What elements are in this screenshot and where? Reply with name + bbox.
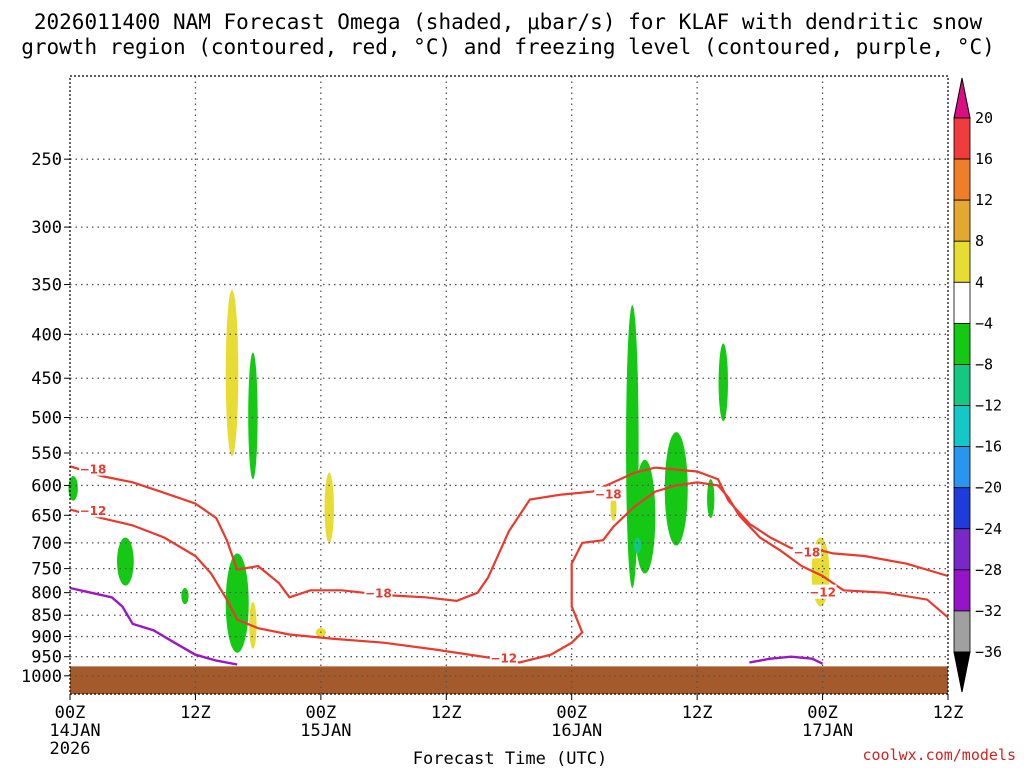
y-tick-label-750: 750 (31, 560, 62, 580)
contour-label-bg-3 (594, 486, 623, 501)
y-tick-label-1000: 1000 (21, 667, 62, 687)
x-tick-date-4: 16JAN (551, 721, 602, 741)
contour-label-bg-0 (78, 461, 107, 476)
contour-label-2: −18 (365, 587, 392, 601)
omega-area-13 (718, 343, 728, 422)
colorbar-segment-6 (953, 364, 971, 406)
contour-label-4: −12 (490, 652, 517, 666)
colorbar-top-arrow (953, 77, 971, 119)
colorbar-label-10: −24 (975, 520, 1002, 538)
colorbar-segment-3 (953, 240, 971, 283)
x-tick-label-7: 12Z (933, 703, 964, 723)
omega-area-4 (181, 587, 189, 605)
omega-area-10 (634, 459, 656, 574)
colorbar-segment-12 (953, 610, 971, 653)
credit-text: coolwx.com/models (862, 746, 1016, 764)
x-tick-label-5: 12Z (682, 703, 713, 723)
colorbar-segment-0 (953, 117, 971, 160)
omega-area-11 (633, 537, 642, 554)
omega-area-5 (225, 553, 249, 653)
contour-label-bg-5 (792, 544, 821, 559)
colorbar-label-5: −4 (975, 314, 993, 332)
omega-area-3 (117, 537, 134, 586)
colorbar-label-2: 12 (975, 191, 993, 209)
colorbar-segment-11 (953, 569, 971, 612)
x-axis-label: Forecast Time (UTC) (413, 749, 607, 768)
y-tick-label-350: 350 (31, 276, 62, 296)
omega-area-14 (707, 479, 715, 519)
y-tick-label-700: 700 (31, 534, 62, 554)
contour-label-6: −12 (809, 586, 836, 600)
y-tick-label-650: 650 (31, 506, 62, 526)
contour-label-bg-1 (78, 503, 107, 518)
colorbar-segment-2 (953, 199, 971, 242)
colorbar-label-11: −28 (975, 561, 1002, 579)
x-tick-date-6: 17JAN (802, 721, 853, 741)
colorbar-label-7: −12 (975, 397, 1002, 415)
contour-label-0: −18 (80, 463, 107, 477)
y-tick-label-950: 950 (31, 648, 62, 668)
chart-title-line-1: 2026011400 NAM Forecast Omega (shaded, μ… (34, 10, 983, 34)
colorbar-segment-4 (953, 281, 971, 324)
colorbar: 20 16 12 8 4 −4 −8 −12 −16 −20 −24 −28 −32 −36 (953, 77, 1002, 693)
y-tick-label-600: 600 (31, 476, 62, 496)
y-tick-label-900: 900 (31, 628, 62, 648)
contour-label-5: −18 (794, 545, 821, 559)
freezing-level-contour-2 (749, 655, 824, 665)
omega-area-0 (225, 289, 239, 457)
colorbar-bottom-arrow (953, 651, 971, 693)
colorbar-segment-9 (953, 487, 971, 530)
chart-title-line-2: growth region (contoured, red, °C) and f… (21, 35, 995, 59)
terrain-fill (70, 666, 948, 694)
colorbar-label-6: −8 (975, 355, 993, 373)
colorbar-label-12: −32 (975, 602, 1002, 620)
y-tick-label-550: 550 (31, 444, 62, 464)
y-tick-label-850: 850 (31, 606, 62, 626)
y-tick-label-500: 500 (31, 408, 62, 428)
colorbar-label-4: 4 (975, 273, 984, 291)
x-tick-label-1: 12Z (180, 703, 211, 723)
colorbar-label-9: −20 (975, 479, 1002, 497)
y-tick-label-300: 300 (31, 218, 62, 238)
contour-label-bg-6 (808, 584, 837, 599)
y-tick-label-450: 450 (31, 369, 62, 389)
x-tick-label-3: 12Z (431, 703, 462, 723)
x-tick-date-0: 14JAN (49, 721, 100, 741)
colorbar-segment-7 (953, 405, 971, 448)
contour-minus-12 (69, 481, 949, 664)
contour-minus-18 (69, 465, 949, 603)
x-tick-label-4: 00Z (556, 703, 587, 723)
omega-area-7 (324, 472, 334, 543)
colorbar-label-1: 16 (975, 150, 993, 168)
colorbar-segment-8 (953, 446, 971, 489)
omega-area-15 (610, 494, 617, 521)
plot-area: 2503003504004505005506006507007508008509… (21, 75, 964, 759)
freezing-level-contour-1 (69, 586, 238, 666)
omega-area-2 (68, 476, 78, 501)
x-tick-year-0: 2026 (50, 739, 91, 759)
colorbar-label-0: 20 (975, 109, 993, 127)
y-tick-label-800: 800 (31, 584, 62, 604)
contour-label-3: −18 (595, 488, 622, 502)
colorbar-segment-10 (953, 528, 971, 571)
x-tick-date-2: 15JAN (300, 721, 351, 741)
contour-label-1: −12 (80, 504, 107, 518)
colorbar-label-13: −36 (975, 643, 1002, 661)
x-tick-label-0: 00Z (55, 703, 86, 723)
colorbar-segment-1 (953, 158, 971, 201)
omega-area-1 (248, 352, 258, 480)
y-tick-label-400: 400 (31, 325, 62, 345)
x-tick-label-2: 00Z (305, 703, 336, 723)
colorbar-label-8: −16 (975, 438, 1002, 456)
omega-area-12 (664, 432, 688, 546)
contour-label-bg-4 (489, 650, 518, 665)
colorbar-label-3: 8 (975, 232, 984, 250)
y-tick-label-250: 250 (31, 150, 62, 170)
colorbar-segment-5 (953, 322, 971, 365)
x-tick-label-6: 00Z (807, 703, 838, 723)
contour-label-bg-2 (364, 585, 393, 600)
